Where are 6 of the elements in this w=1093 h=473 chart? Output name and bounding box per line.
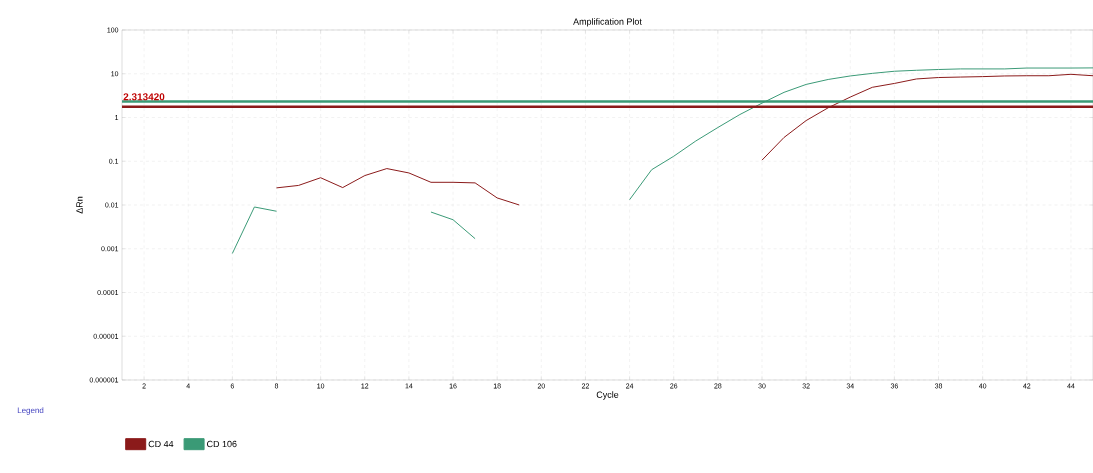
x-axis-title: Cycle — [596, 391, 619, 400]
legend-label: CD 44 — [148, 440, 174, 448]
ref-line-label: 2.313420 — [123, 93, 165, 101]
legend-label: CD 106 — [207, 440, 237, 448]
y-axis-title: ΔRn — [76, 196, 83, 214]
chart-title: Amplification Plot — [573, 18, 642, 27]
